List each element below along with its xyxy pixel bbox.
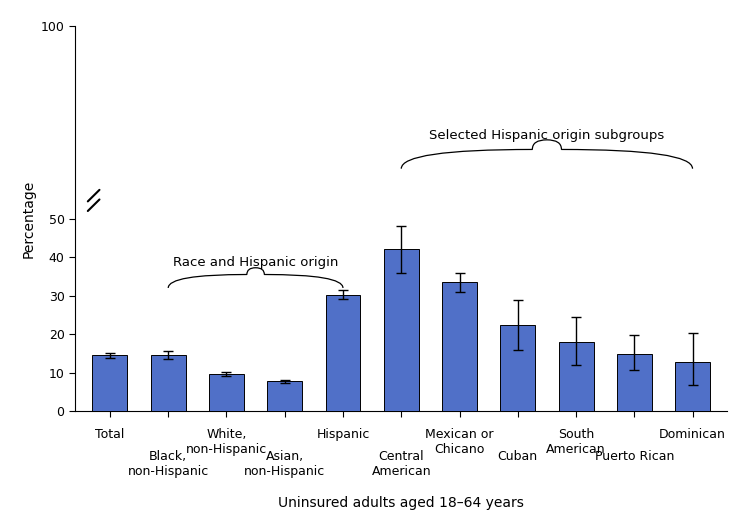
Bar [326, 295, 361, 411]
Bar [559, 342, 593, 411]
Bar [616, 354, 652, 411]
Bar [92, 355, 128, 411]
Text: Asian,
non-Hispanic: Asian, non-Hispanic [244, 450, 326, 477]
Y-axis label: Percentage: Percentage [21, 180, 35, 258]
Text: South
American: South American [546, 428, 606, 456]
Text: Black,
non-Hispanic: Black, non-Hispanic [128, 450, 209, 477]
Text: Mexican or
Chicano: Mexican or Chicano [425, 428, 494, 456]
Bar [151, 355, 186, 411]
Bar [384, 249, 418, 411]
Text: Race and Hispanic origin: Race and Hispanic origin [173, 256, 338, 269]
Bar [675, 362, 710, 411]
Text: Uninsured adults aged 18–64 years: Uninsured adults aged 18–64 years [278, 496, 524, 510]
Text: Central
American: Central American [371, 450, 431, 477]
Text: Total: Total [95, 428, 124, 442]
Bar [209, 374, 244, 411]
Text: Dominican: Dominican [659, 428, 726, 442]
Bar [442, 282, 477, 411]
Text: White,
non-Hispanic: White, non-Hispanic [186, 428, 267, 456]
Text: Selected Hispanic origin subgroups: Selected Hispanic origin subgroups [429, 129, 664, 142]
Bar [267, 382, 302, 411]
Text: Cuban: Cuban [498, 450, 538, 463]
Text: Puerto Rican: Puerto Rican [595, 450, 674, 463]
Text: Hispanic: Hispanic [316, 428, 370, 442]
Bar [500, 325, 536, 411]
